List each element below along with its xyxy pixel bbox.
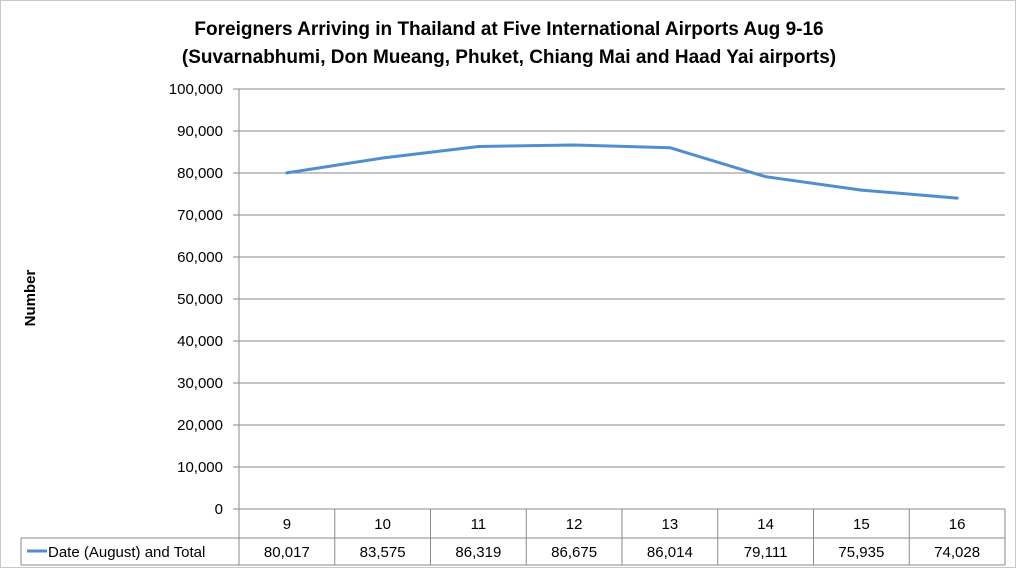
x-tick-label: 10	[374, 516, 391, 533]
x-tick-label: 15	[853, 516, 870, 533]
gridlines	[233, 88, 1005, 565]
data-table-value: 83,575	[360, 544, 406, 561]
y-axis-ticks: 0 10,000 20,000 30,000 40,000 50,000 60,000 70,…	[169, 81, 223, 518]
data-table-value: 75,935	[838, 544, 884, 561]
data-table-value: 86,675	[551, 544, 597, 561]
data-table: 9 10 11 12 13 14 15 16 Date (August) and Total 80…	[20, 509, 1006, 566]
x-tick-label: 13	[662, 516, 679, 533]
x-tick-label: 16	[949, 516, 966, 533]
series-line	[285, 143, 959, 200]
data-point	[955, 196, 959, 200]
data-table-value: 86,014	[647, 544, 693, 561]
y-tick-label: 0	[215, 501, 223, 518]
data-point	[859, 188, 863, 192]
data-point	[381, 156, 385, 160]
data-point	[764, 175, 768, 179]
data-table-value: 80,017	[264, 544, 310, 561]
y-tick-label: 90,000	[177, 123, 223, 140]
data-table-value: 86,319	[455, 544, 501, 561]
y-tick-label: 30,000	[177, 375, 223, 392]
series-layer	[285, 143, 959, 200]
y-tick-label: 50,000	[177, 291, 223, 308]
x-tick-label: 14	[757, 516, 774, 533]
chart-title: Foreigners Arriving in Thailand at Five …	[194, 19, 823, 40]
data-point	[476, 144, 480, 148]
legend-label: Date (August) and Total	[48, 544, 205, 561]
y-tick-label: 20,000	[177, 417, 223, 434]
y-tick-label: 10,000	[177, 459, 223, 476]
y-tick-label: 80,000	[177, 165, 223, 182]
x-tick-label: 12	[566, 516, 583, 533]
data-table-value: 79,111	[744, 544, 788, 561]
y-tick-label: 70,000	[177, 207, 223, 224]
data-table-value: 74,028	[934, 544, 980, 561]
x-tick-label: 11	[471, 516, 487, 533]
y-tick-label: 40,000	[177, 333, 223, 350]
data-point	[285, 171, 289, 175]
data-point	[572, 143, 576, 147]
chart-subtitle: (Suvarnabhumi, Don Mueang, Phuket, Chian…	[182, 47, 836, 68]
data-point	[668, 146, 672, 150]
y-axis-label: Number	[22, 270, 39, 327]
y-tick-label: 100,000	[169, 81, 223, 98]
x-tick-label: 9	[283, 516, 291, 533]
y-tick-label: 60,000	[177, 249, 223, 266]
